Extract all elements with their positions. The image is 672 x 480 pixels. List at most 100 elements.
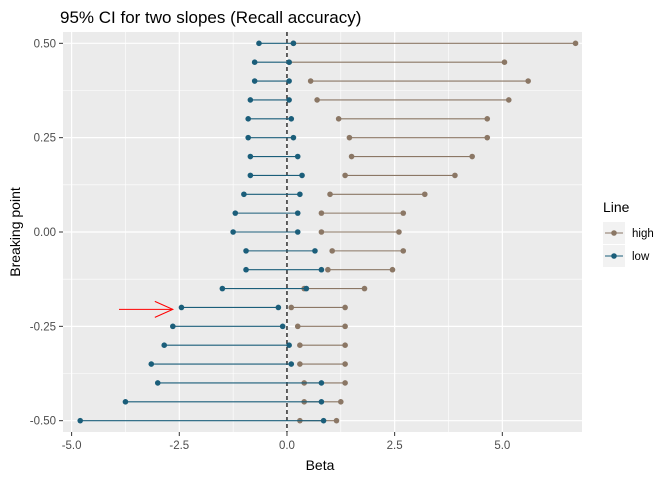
legend-point-high bbox=[611, 230, 617, 236]
low-upper-point bbox=[290, 134, 297, 141]
low-upper-point bbox=[318, 266, 325, 273]
low-lower-point bbox=[161, 342, 168, 349]
low-lower-point bbox=[230, 229, 236, 235]
high-upper-point bbox=[342, 304, 348, 311]
y-tick-label: -0.25 bbox=[30, 321, 56, 333]
x-axis-title: Beta bbox=[306, 457, 335, 473]
low-upper-point bbox=[303, 285, 310, 292]
high-lower-point bbox=[318, 229, 325, 235]
high-upper-point bbox=[389, 266, 396, 273]
high-upper-point bbox=[342, 323, 348, 330]
high-lower-point bbox=[297, 342, 303, 349]
x-tick-label: 2.5 bbox=[387, 440, 403, 452]
high-lower-point bbox=[307, 78, 314, 84]
legend-title: Line bbox=[603, 199, 630, 215]
chart-title: 95% CI for two slopes (Recall accuracy) bbox=[60, 8, 361, 27]
low-upper-point bbox=[288, 361, 295, 367]
low-lower-point bbox=[251, 59, 258, 65]
interval-marks bbox=[77, 40, 579, 424]
high-lower-point bbox=[348, 153, 355, 160]
x-tick-label: -5.0 bbox=[62, 440, 82, 452]
x-tick-label: -2.5 bbox=[169, 440, 189, 452]
high-upper-point bbox=[400, 248, 407, 254]
low-upper-point bbox=[318, 380, 325, 386]
high-upper-point bbox=[452, 172, 458, 179]
x-axis-ticks: -5.0 -2.5 0.0 2.5 5.0 bbox=[62, 432, 510, 452]
low-lower-point bbox=[148, 361, 155, 367]
low-upper-point bbox=[286, 342, 292, 349]
low-lower-point bbox=[122, 399, 129, 405]
high-lower-point bbox=[342, 172, 348, 179]
high-upper-point bbox=[338, 399, 344, 405]
low-lower-point bbox=[219, 285, 226, 292]
low-upper-point bbox=[286, 78, 292, 84]
high-upper-point bbox=[396, 229, 402, 235]
high-upper-point bbox=[484, 115, 491, 122]
high-lower-point bbox=[346, 134, 353, 141]
low-lower-point bbox=[154, 380, 161, 386]
low-lower-point bbox=[77, 417, 84, 424]
high-lower-point bbox=[318, 210, 325, 216]
low-upper-point bbox=[279, 323, 286, 330]
low-upper-point bbox=[286, 59, 292, 65]
low-lower-point bbox=[245, 115, 252, 122]
y-tick-label: -0.50 bbox=[30, 416, 56, 428]
low-upper-point bbox=[318, 399, 325, 405]
low-lower-point bbox=[247, 172, 254, 179]
low-upper-point bbox=[290, 40, 297, 47]
low-lower-point bbox=[245, 134, 252, 141]
high-upper-point bbox=[525, 78, 531, 84]
high-upper-point bbox=[421, 191, 428, 198]
low-upper-point bbox=[294, 210, 301, 216]
y-tick-label: 0.25 bbox=[34, 133, 56, 145]
annotation-arrow bbox=[118, 300, 175, 318]
low-lower-point bbox=[247, 153, 254, 160]
low-upper-point bbox=[312, 248, 318, 254]
low-upper-point bbox=[275, 304, 282, 311]
legend: Line high low bbox=[603, 199, 654, 267]
high-lower-point bbox=[314, 97, 320, 103]
low-upper-point bbox=[320, 417, 327, 424]
y-axis-title: Breaking point bbox=[7, 187, 23, 277]
low-lower-point bbox=[241, 191, 247, 198]
low-upper-point bbox=[297, 191, 303, 198]
high-upper-point bbox=[342, 380, 348, 386]
low-lower-point bbox=[243, 248, 249, 254]
high-lower-point bbox=[327, 191, 333, 198]
low-upper-point bbox=[294, 229, 301, 235]
x-tick-label: 0.0 bbox=[279, 440, 295, 452]
high-upper-point bbox=[572, 40, 579, 47]
high-lower-point bbox=[294, 323, 301, 330]
y-tick-label: 0.50 bbox=[34, 38, 56, 50]
high-upper-point bbox=[342, 342, 348, 349]
x-tick-label: 5.0 bbox=[494, 440, 510, 452]
y-axis-ticks: 0.50 0.25 0.00 -0.25 -0.50 bbox=[30, 38, 63, 428]
y-tick-label: 0.00 bbox=[34, 227, 56, 239]
low-upper-point bbox=[299, 172, 305, 179]
legend-point-low bbox=[611, 253, 617, 259]
low-lower-point bbox=[251, 78, 258, 84]
high-upper-point bbox=[333, 417, 340, 424]
high-upper-point bbox=[400, 210, 407, 216]
high-upper-point bbox=[484, 134, 491, 141]
low-lower-point bbox=[232, 210, 239, 216]
low-lower-point bbox=[170, 323, 176, 330]
high-lower-point bbox=[329, 248, 335, 254]
low-upper-point bbox=[286, 97, 292, 103]
low-lower-point bbox=[243, 266, 249, 273]
high-upper-point bbox=[342, 361, 348, 367]
low-lower-point bbox=[247, 97, 254, 103]
legend-label-high: high bbox=[632, 228, 654, 240]
high-upper-point bbox=[505, 97, 512, 103]
high-lower-point bbox=[288, 304, 295, 311]
high-upper-point bbox=[501, 59, 508, 65]
high-upper-point bbox=[469, 153, 475, 160]
low-upper-point bbox=[294, 153, 301, 160]
low-lower-point bbox=[178, 304, 185, 311]
legend-label-low: low bbox=[632, 251, 650, 263]
high-lower-point bbox=[335, 115, 342, 122]
high-upper-point bbox=[361, 285, 368, 292]
low-lower-point bbox=[256, 40, 262, 47]
low-upper-point bbox=[288, 115, 295, 122]
